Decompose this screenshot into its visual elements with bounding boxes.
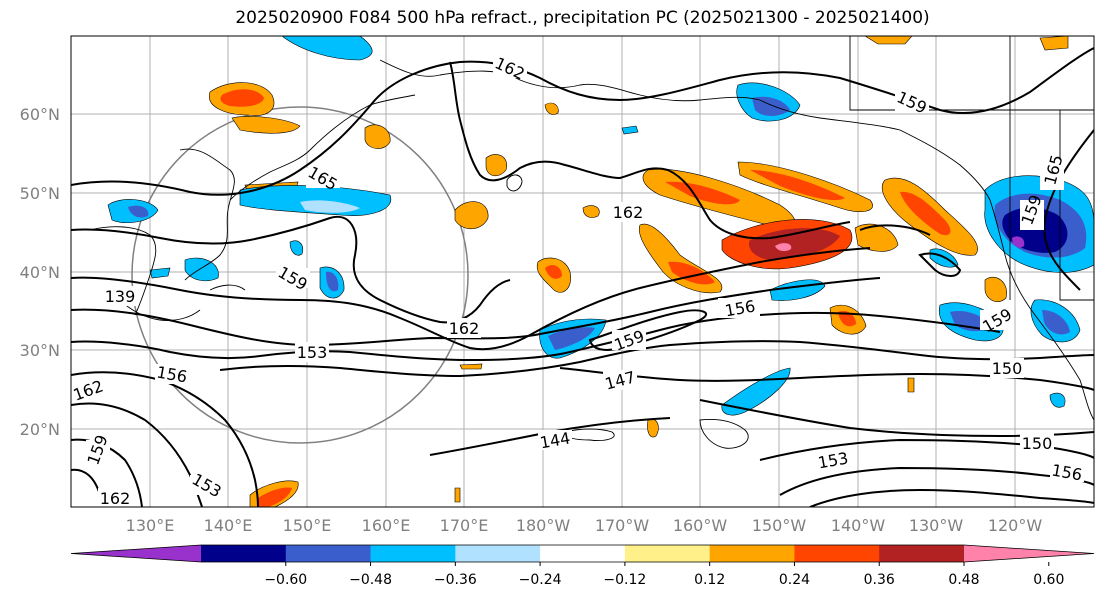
colorbar-extend-high <box>964 545 1094 562</box>
contour-label: 159 <box>83 432 112 470</box>
colorbar-swatch <box>794 545 880 562</box>
contour-label: 159 <box>612 326 647 354</box>
contour-label: 156 <box>718 296 760 321</box>
svg-text:153: 153 <box>297 343 328 362</box>
colorbar-tick-label: −0.36 <box>434 572 477 588</box>
colorbar-tick-label: 0.60 <box>1033 572 1064 588</box>
contour-label: 162 <box>611 202 645 222</box>
precip-positive <box>209 36 1069 507</box>
coastlines <box>89 36 1094 449</box>
colorbar-tick-label: −0.48 <box>349 572 392 588</box>
lat-tick-label: 40°N <box>20 263 60 282</box>
svg-text:150: 150 <box>1022 434 1053 453</box>
lon-tick-label: 170°E <box>440 516 489 535</box>
colorbar-swatch <box>624 545 711 562</box>
range-ring <box>131 106 469 444</box>
map-title: 2025020900 F084 500 hPa refract., precip… <box>235 8 930 28</box>
colorbar-tick-label: 0.36 <box>864 572 895 588</box>
colorbar: −0.60 −0.48 −0.36 −0.24 −0.12 0.12 0.24 0.36 0.4… <box>70 544 1095 588</box>
longitude-axis: 130°E 140°E 150°E 160°E 170°E 180°W 170°… <box>126 516 1043 535</box>
colorbar-extend-low <box>71 545 201 562</box>
colorbar-swatch <box>540 545 626 562</box>
lon-tick-label: 130°W <box>909 516 964 535</box>
lon-tick-label: 140°W <box>831 516 886 535</box>
contour-label: 162 <box>98 488 132 508</box>
lon-tick-label: 130°E <box>126 516 175 535</box>
colorbar-tick-label: −0.12 <box>603 572 646 588</box>
lon-tick-label: 140°E <box>204 516 253 535</box>
colorbar-tick-label: −0.24 <box>519 572 562 588</box>
lon-tick-label: 120°W <box>988 516 1043 535</box>
map-border <box>70 35 1095 508</box>
contour-label: 162 <box>71 376 106 405</box>
contour-label: 147 <box>603 367 637 393</box>
svg-text:162: 162 <box>100 489 131 508</box>
svg-text:150: 150 <box>992 359 1023 378</box>
colorbar-swatch <box>879 545 965 562</box>
lat-tick-label: 30°N <box>20 341 60 360</box>
svg-text:162: 162 <box>613 203 644 222</box>
lat-tick-label: 20°N <box>20 420 60 439</box>
colorbar-tick-label: 0.48 <box>948 572 979 588</box>
lon-tick-label: 150°E <box>283 516 332 535</box>
lon-tick-label: 150°W <box>752 516 807 535</box>
contour-label: 144 <box>538 428 572 453</box>
lon-tick-label: 160°E <box>362 516 411 535</box>
contour-label: 139 <box>103 286 137 306</box>
contour-label: 153 <box>295 342 329 362</box>
contour-label: 159 <box>1017 192 1046 230</box>
colorbar-outline <box>70 544 1095 563</box>
contour-label: 156 <box>155 362 189 387</box>
contour-label: 153 <box>816 448 850 473</box>
contour-label: 150 <box>1020 433 1054 453</box>
graticule <box>71 36 1094 507</box>
lon-tick-label: 180°W <box>516 516 571 535</box>
latitude-axis: 60°N 50°N 40°N 30°N 20°N <box>20 105 60 439</box>
svg-text:162: 162 <box>449 319 480 338</box>
colorbar-tick-label: −0.60 <box>264 572 307 588</box>
contour-label: 150 <box>990 358 1024 378</box>
colorbar-swatch <box>370 545 456 562</box>
colorbar-tick-label: 0.12 <box>694 572 725 588</box>
lon-tick-label: 160°W <box>673 516 728 535</box>
colorbar-swatch <box>455 545 541 562</box>
contour-label: 156 <box>1050 460 1084 485</box>
colorbar-swatch <box>285 545 372 562</box>
contour-label: 162 <box>447 318 481 338</box>
lat-tick-label: 60°N <box>20 105 60 124</box>
colorbar-swatch <box>709 545 795 562</box>
svg-text:139: 139 <box>105 287 136 306</box>
lon-tick-label: 170°W <box>595 516 650 535</box>
lat-tick-label: 50°N <box>20 184 60 203</box>
colorbar-tick-label: 0.24 <box>779 572 810 588</box>
contour-labels: 162 159 165 162 162 165 159 159 139 162 … <box>71 53 1084 508</box>
colorbar-swatch <box>201 545 287 562</box>
